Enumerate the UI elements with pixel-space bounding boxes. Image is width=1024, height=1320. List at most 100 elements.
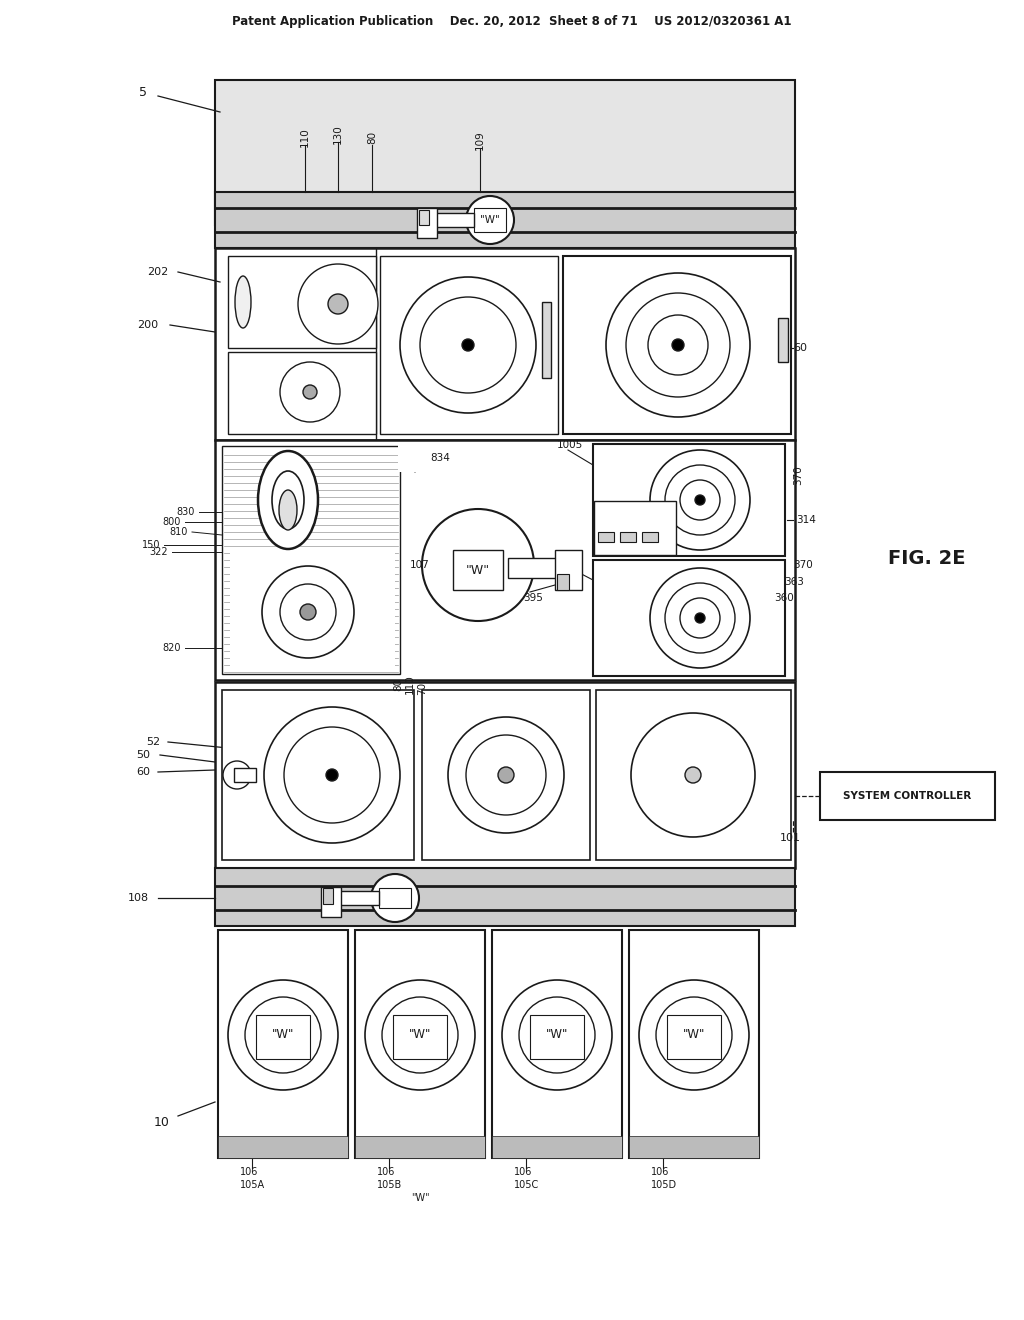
Circle shape [462, 339, 474, 351]
Circle shape [466, 735, 546, 814]
Bar [393, 1015, 447, 1059]
Ellipse shape [272, 471, 304, 529]
Text: 322: 322 [150, 546, 168, 557]
Circle shape [371, 874, 419, 921]
Bar [419, 210, 429, 224]
Circle shape [298, 264, 378, 345]
Text: 820: 820 [163, 643, 181, 653]
Circle shape [262, 566, 354, 657]
Circle shape [466, 195, 514, 244]
Bar [215, 869, 795, 927]
Circle shape [400, 277, 536, 413]
Bar [435, 213, 474, 227]
Text: 800: 800 [163, 517, 181, 527]
Bar [530, 1015, 584, 1059]
Bar [380, 256, 558, 434]
Text: FIG. 2E: FIG. 2E [888, 549, 966, 568]
Circle shape [280, 583, 336, 640]
Text: 106: 106 [514, 1167, 532, 1177]
Circle shape [300, 605, 316, 620]
Bar [321, 887, 341, 917]
Text: "W": "W" [411, 1193, 429, 1203]
Circle shape [284, 727, 380, 822]
Circle shape [365, 979, 475, 1090]
Text: 200: 200 [137, 319, 159, 330]
Text: 107: 107 [411, 560, 430, 570]
Ellipse shape [258, 451, 318, 549]
Text: 105D: 105D [651, 1180, 677, 1191]
Bar [215, 81, 795, 224]
Bar [218, 1137, 348, 1158]
Bar [508, 558, 560, 578]
Circle shape [672, 339, 684, 351]
Text: 52: 52 [146, 737, 160, 747]
Bar [629, 931, 759, 1158]
Bar [228, 256, 376, 348]
Bar [594, 502, 676, 554]
Text: 202: 202 [147, 267, 169, 277]
Bar [557, 574, 569, 590]
Bar [222, 690, 414, 861]
Circle shape [639, 979, 749, 1090]
Circle shape [519, 997, 595, 1073]
Bar [453, 550, 503, 590]
Circle shape [382, 997, 458, 1073]
Text: 130: 130 [333, 124, 343, 144]
Circle shape [650, 568, 750, 668]
Text: "W": "W" [409, 1028, 431, 1041]
Text: Patent Application Publication    Dec. 20, 2012  Sheet 8 of 71    US 2012/032036: Patent Application Publication Dec. 20, … [232, 16, 792, 29]
Text: 810: 810 [170, 527, 188, 537]
Bar [355, 931, 485, 1158]
Bar [256, 1015, 310, 1059]
Text: 108: 108 [127, 894, 148, 903]
Text: 60: 60 [136, 767, 150, 777]
Circle shape [245, 997, 321, 1073]
Text: "W": "W" [466, 564, 490, 577]
Circle shape [680, 598, 720, 638]
Bar [215, 440, 795, 680]
Circle shape [422, 510, 534, 620]
Bar [596, 690, 791, 861]
Bar [230, 552, 395, 672]
Text: SYSTEM CONTROLLER: SYSTEM CONTROLLER [843, 791, 971, 801]
Circle shape [631, 713, 755, 837]
Bar [215, 248, 795, 440]
Circle shape [326, 770, 338, 781]
Circle shape [695, 495, 705, 506]
Circle shape [502, 979, 612, 1090]
Circle shape [665, 583, 735, 653]
Text: 101: 101 [779, 833, 801, 843]
Bar [492, 1137, 622, 1158]
Circle shape [606, 273, 750, 417]
Bar [222, 446, 400, 675]
Bar [542, 302, 551, 378]
Circle shape [685, 767, 701, 783]
Text: 395: 395 [523, 593, 543, 603]
Text: "W": "W" [271, 1028, 294, 1041]
Bar [563, 256, 791, 434]
Circle shape [228, 979, 338, 1090]
Circle shape [328, 294, 348, 314]
Circle shape [223, 762, 251, 789]
Text: 830: 830 [176, 507, 195, 517]
Text: 834: 834 [430, 453, 450, 463]
Text: "W": "W" [480, 215, 500, 224]
Bar [598, 532, 614, 543]
Bar [339, 891, 379, 906]
Text: 109: 109 [475, 131, 485, 150]
Text: 105B: 105B [377, 1180, 402, 1191]
Bar [215, 682, 795, 869]
Text: 110: 110 [300, 127, 310, 147]
Text: 80: 80 [393, 677, 403, 690]
Text: 70: 70 [417, 681, 427, 694]
Text: 105A: 105A [240, 1180, 265, 1191]
Circle shape [303, 385, 317, 399]
Circle shape [264, 708, 400, 843]
Text: 60: 60 [793, 343, 807, 352]
Bar [474, 209, 506, 232]
Bar [215, 191, 795, 248]
Bar [355, 1137, 485, 1158]
Text: 80: 80 [367, 131, 377, 144]
Text: 50: 50 [136, 750, 150, 760]
Text: 106: 106 [651, 1167, 670, 1177]
